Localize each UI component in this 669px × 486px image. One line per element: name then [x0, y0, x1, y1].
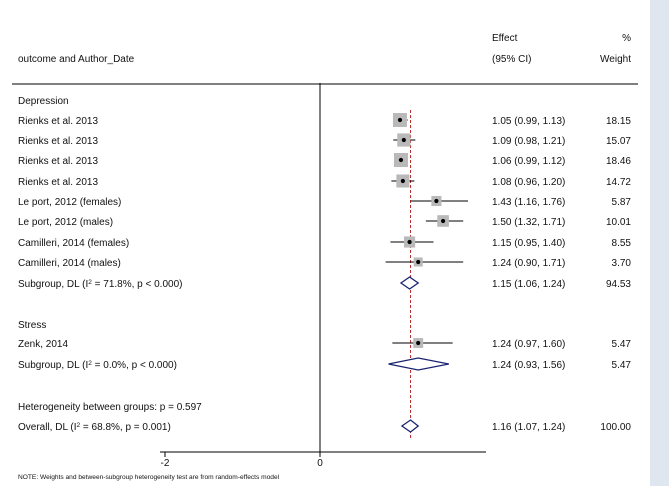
overall-weight: 100.00	[600, 422, 631, 433]
study-weight: 5.87	[612, 197, 632, 208]
window-edge-strip	[650, 0, 669, 486]
study-ci: 1.06 (0.99, 1.12)	[492, 156, 565, 167]
subgroup-diamond	[388, 357, 449, 371]
heterogeneity-label: Heterogeneity between groups: p = 0.597	[18, 402, 202, 413]
study-weight: 15.07	[606, 136, 631, 147]
study-label: Rienks et al. 2013	[18, 136, 98, 147]
overall-ci: 1.16 (1.07, 1.24)	[492, 422, 565, 433]
point-estimate	[401, 137, 406, 143]
study-label: Camilleri, 2014 (females)	[18, 238, 129, 249]
study-label: Le port, 2012 (males)	[18, 217, 113, 228]
overall-label: Overall, DL (I2 = 68.8%, p = 0.001)	[18, 422, 171, 434]
study-label: Le port, 2012 (females)	[18, 197, 121, 208]
study-label: Rienks et al. 2013	[18, 156, 98, 167]
study-ci: 1.50 (1.32, 1.71)	[492, 217, 565, 228]
plot-marks	[385, 113, 468, 433]
point-estimate	[416, 340, 421, 346]
subgroup-ci: 1.24 (0.93, 1.56)	[492, 360, 565, 371]
study-label: Zenk, 2014	[18, 339, 68, 350]
subgroup-label: Subgroup, DL (I2 = 71.8%, p < 0.000)	[18, 279, 182, 291]
group-label: Stress	[18, 320, 46, 331]
header-weight: Weight	[600, 54, 631, 65]
study-weight: 10.01	[606, 217, 631, 228]
study-label: Camilleri, 2014 (males)	[18, 258, 121, 269]
study-weight: 18.15	[606, 116, 631, 127]
forest-plot-panel	[0, 0, 650, 486]
plot-structure	[12, 83, 638, 457]
point-estimate	[400, 178, 405, 184]
study-weight: 18.46	[606, 156, 631, 167]
study-label: Rienks et al. 2013	[18, 177, 98, 188]
study-ci: 1.43 (1.16, 1.76)	[492, 197, 565, 208]
study-ci: 1.15 (0.95, 1.40)	[492, 238, 565, 249]
study-ci: 1.05 (0.99, 1.13)	[492, 116, 565, 127]
header-percent: %	[622, 33, 631, 44]
point-estimate	[397, 117, 403, 123]
study-ci: 1.24 (0.97, 1.60)	[492, 339, 565, 350]
header-effect: Effect	[492, 33, 518, 44]
subgroup-label: Subgroup, DL (I2 = 0.0%, p < 0.000)	[18, 360, 177, 372]
study-weight: 8.55	[612, 238, 632, 249]
x-tick-label: -2	[161, 458, 170, 469]
subgroup-ci: 1.15 (1.06, 1.24)	[492, 279, 565, 290]
point-estimate	[440, 218, 446, 224]
footnote: NOTE: Weights and between-subgroup heter…	[18, 474, 280, 481]
subgroup-diamond	[399, 276, 420, 290]
study-ci: 1.24 (0.90, 1.71)	[492, 258, 565, 269]
study-weight: 3.70	[612, 258, 632, 269]
overall-diamond	[400, 419, 420, 433]
study-ci: 1.09 (0.98, 1.21)	[492, 136, 565, 147]
x-tick-label: 0	[317, 458, 323, 469]
study-weight: 14.72	[606, 177, 631, 188]
point-estimate	[407, 239, 412, 245]
header-study: outcome and Author_Date	[18, 54, 135, 65]
subgroup-weight: 94.53	[606, 279, 631, 290]
group-label: Depression	[18, 96, 69, 107]
subgroup-weight: 5.47	[612, 360, 632, 371]
study-ci: 1.08 (0.96, 1.20)	[492, 177, 565, 188]
point-estimate	[434, 198, 439, 204]
plot-text: outcome and Author_Date Effect (95% CI)% We…	[18, 33, 631, 481]
study-label: Rienks et al. 2013	[18, 116, 98, 127]
point-estimate	[398, 157, 404, 163]
point-estimate	[416, 259, 421, 265]
study-weight: 5.47	[612, 339, 632, 350]
header-ci: (95% CI)	[492, 54, 531, 65]
